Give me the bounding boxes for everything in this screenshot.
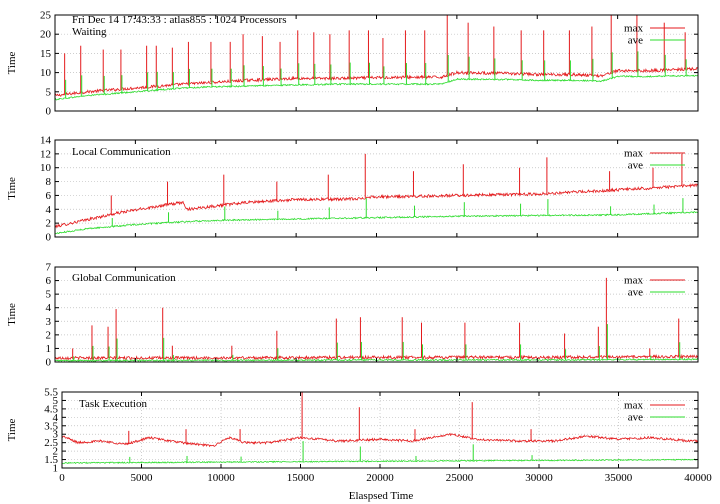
x-tick-label: 40000: [684, 472, 712, 484]
y-axis-label: Time: [6, 418, 18, 441]
panel-title: Local Communication: [72, 146, 171, 158]
x-tick-label: 0: [59, 472, 65, 484]
x-tick-label: 30000: [525, 472, 553, 484]
y-tick-label: 3.5: [44, 420, 58, 432]
plot-frame: [54, 14, 699, 112]
y-tick-label: 4: [46, 204, 52, 216]
y-tick-label: 5: [53, 395, 59, 407]
series-line-ave: [54, 211, 699, 235]
y-tick-label: 5: [46, 289, 52, 301]
panel-title: Global Communication: [72, 272, 176, 284]
y-tick-label: 3: [53, 429, 59, 441]
series-line-max: [61, 432, 699, 448]
y-tick-label: 2.5: [44, 437, 58, 449]
y-axis-label: Time: [6, 51, 18, 74]
y-tick-label: 25: [40, 10, 52, 22]
y-tick-label: 1: [46, 343, 52, 355]
x-axis-label: Elaspsed Time: [349, 490, 414, 502]
y-tick-label: 8: [46, 176, 52, 188]
y-tick-label: 15: [40, 48, 52, 60]
y-tick-label: 4: [53, 412, 59, 424]
y-tick-label: 10: [40, 162, 52, 174]
y-tick-label: 6: [46, 275, 52, 287]
y-tick-label: 4: [46, 302, 52, 314]
legend-label: ave: [628, 160, 643, 172]
figure-header: Fri Dec 14 17:43:33 : atlas855 : 1024 Pr…: [72, 14, 286, 26]
plot-frame: [61, 391, 699, 469]
y-tick-label: 0: [46, 232, 52, 244]
y-tick-label: 10: [40, 67, 52, 79]
y-tick-label: 5.5: [44, 387, 58, 399]
y-tick-label: 5: [46, 86, 52, 98]
y-tick-label: 1.5: [44, 454, 58, 466]
y-tick-label: 4.5: [44, 403, 58, 415]
x-tick-label: 20000: [366, 472, 394, 484]
series-line-max: [54, 183, 699, 229]
series-line-ave: [54, 74, 698, 101]
legend-label: max: [624, 275, 643, 287]
y-axis-label: Time: [6, 177, 18, 200]
panel-title: Task Execution: [79, 398, 147, 410]
y-tick-label: 2: [46, 218, 52, 230]
y-tick-label: 3: [46, 316, 52, 328]
legend-label: max: [624, 23, 643, 35]
panel-title: Waiting: [72, 26, 107, 38]
legend-label: ave: [628, 412, 643, 424]
y-tick-label: 1: [53, 463, 59, 475]
series-line-ave: [61, 458, 699, 465]
y-tick-label: 6: [46, 190, 52, 202]
y-tick-label: 2: [53, 446, 59, 458]
y-tick-label: 14: [40, 135, 52, 147]
y-tick-label: 12: [40, 148, 51, 160]
x-tick-label: 15000: [287, 472, 315, 484]
legend-label: ave: [628, 287, 643, 299]
x-tick-label: 10000: [207, 472, 235, 484]
x-tick-label: 25000: [446, 472, 474, 484]
y-tick-label: 20: [40, 29, 52, 41]
legend-label: max: [624, 148, 643, 160]
legend-label: max: [624, 400, 643, 412]
y-axis-label: Time: [6, 303, 18, 326]
y-tick-label: 2: [46, 329, 52, 341]
y-tick-label: 7: [46, 262, 52, 274]
series-line-max: [54, 66, 699, 97]
y-tick-label: 0: [46, 357, 52, 369]
legend-label: ave: [628, 35, 643, 47]
x-tick-label: 35000: [605, 472, 633, 484]
y-tick-label: 0: [46, 106, 52, 118]
x-tick-label: 5000: [131, 472, 154, 484]
